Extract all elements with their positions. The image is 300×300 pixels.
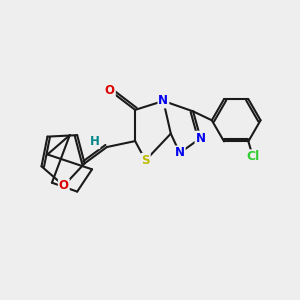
Text: O: O (59, 179, 69, 192)
Text: Cl: Cl (246, 150, 260, 163)
Text: S: S (141, 154, 150, 167)
Text: N: N (196, 132, 206, 145)
Text: N: N (175, 146, 185, 160)
Text: O: O (105, 84, 115, 97)
Text: N: N (158, 94, 168, 107)
Text: H: H (89, 135, 99, 148)
